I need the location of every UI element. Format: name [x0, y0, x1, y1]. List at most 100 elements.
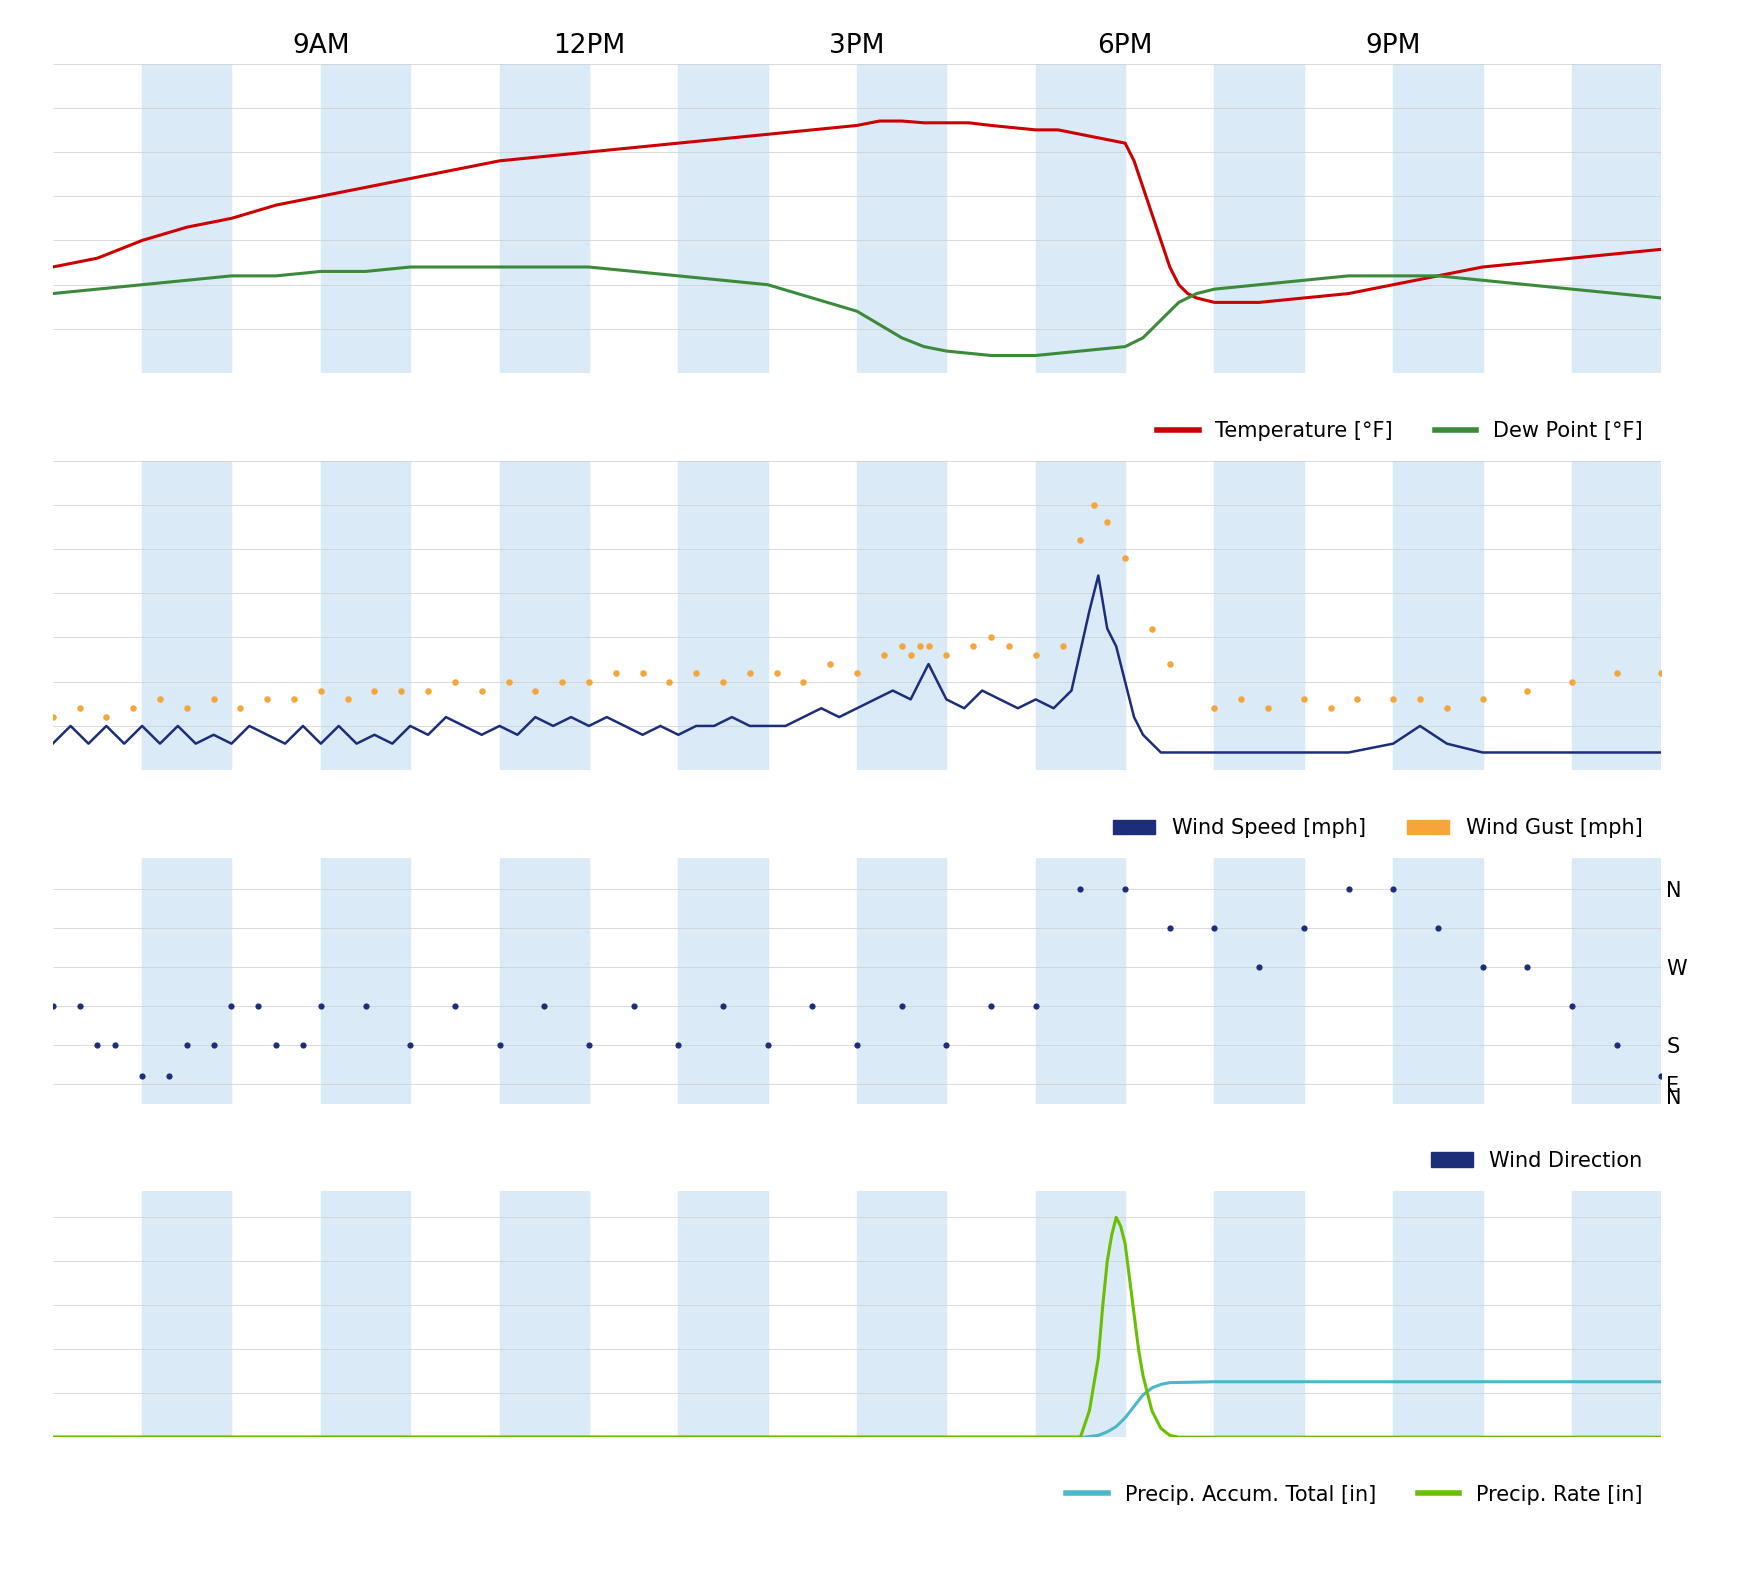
Point: [1513, 678, 1541, 703]
Point: [887, 634, 915, 659]
Point: [1379, 686, 1407, 711]
Point: [128, 1064, 156, 1089]
Point: [629, 661, 657, 686]
Point: [494, 669, 522, 694]
Point: [119, 696, 148, 721]
Point: [905, 634, 933, 659]
Point: [575, 1032, 603, 1058]
Point: [1513, 954, 1541, 980]
Point: [1154, 915, 1182, 940]
Point: [682, 661, 710, 686]
Point: [664, 1032, 692, 1058]
Point: [146, 686, 174, 711]
Point: [1646, 1064, 1674, 1089]
Point: [93, 705, 121, 730]
Point: [548, 669, 576, 694]
Bar: [1393, 1191, 1481, 1437]
Legend: Temperature [°F], Dew Point [°F]: Temperature [°F], Dew Point [°F]: [1147, 413, 1650, 449]
Point: [1602, 661, 1630, 686]
Point: [351, 992, 380, 1018]
Point: [1110, 877, 1139, 902]
Point: [601, 661, 629, 686]
Point: [1467, 954, 1495, 980]
Point: [395, 1032, 423, 1058]
Bar: [322, 1191, 409, 1437]
Point: [1154, 651, 1182, 676]
Point: [959, 634, 987, 659]
Point: [262, 1032, 290, 1058]
Bar: [857, 858, 945, 1104]
Point: [200, 1032, 228, 1058]
Bar: [1393, 461, 1481, 770]
Point: [931, 1032, 959, 1058]
Bar: [322, 858, 409, 1104]
Point: [1602, 1032, 1630, 1058]
Point: [288, 1032, 316, 1058]
Bar: [678, 1191, 768, 1437]
Bar: [857, 64, 945, 373]
Point: [914, 634, 942, 659]
Point: [575, 669, 603, 694]
Bar: [1393, 858, 1481, 1104]
Point: [467, 678, 495, 703]
Bar: [1571, 64, 1660, 373]
Point: [441, 669, 469, 694]
Point: [754, 1032, 782, 1058]
Bar: [142, 461, 232, 770]
Point: [1137, 616, 1165, 642]
Point: [172, 696, 200, 721]
Bar: [1571, 1191, 1660, 1437]
Point: [994, 634, 1023, 659]
Point: [815, 651, 843, 676]
Point: [200, 686, 228, 711]
Legend: Wind Speed [mph], Wind Gust [mph]: Wind Speed [mph], Wind Gust [mph]: [1105, 810, 1650, 846]
Point: [172, 1032, 200, 1058]
Bar: [1035, 1191, 1124, 1437]
Legend: Wind Direction: Wind Direction: [1421, 1143, 1650, 1180]
Point: [1379, 877, 1407, 902]
Bar: [1035, 461, 1124, 770]
Point: [1557, 669, 1585, 694]
Point: [415, 678, 443, 703]
Point: [39, 705, 67, 730]
Bar: [678, 461, 768, 770]
Point: [1200, 696, 1228, 721]
Point: [387, 678, 415, 703]
Point: [441, 992, 469, 1018]
Bar: [1214, 858, 1304, 1104]
Bar: [1214, 1191, 1304, 1437]
Point: [1467, 686, 1495, 711]
Bar: [678, 64, 768, 373]
Point: [102, 1032, 130, 1058]
Point: [618, 992, 647, 1018]
Point: [244, 992, 272, 1018]
Point: [227, 696, 255, 721]
Point: [360, 678, 388, 703]
Point: [307, 678, 336, 703]
Point: [789, 669, 817, 694]
Point: [522, 678, 550, 703]
Point: [83, 1032, 111, 1058]
Point: [1290, 915, 1318, 940]
Bar: [142, 1191, 232, 1437]
Point: [39, 992, 67, 1018]
Point: [843, 1032, 871, 1058]
Point: [1021, 643, 1049, 669]
Point: [1290, 686, 1318, 711]
Point: [218, 992, 246, 1018]
Point: [65, 992, 93, 1018]
Point: [1110, 545, 1139, 570]
Point: [896, 643, 924, 669]
Bar: [1035, 64, 1124, 373]
Bar: [857, 461, 945, 770]
Bar: [322, 64, 409, 373]
Point: [798, 992, 826, 1018]
Bar: [142, 64, 232, 373]
Point: [1226, 686, 1254, 711]
Point: [736, 661, 764, 686]
Point: [763, 661, 791, 686]
Point: [1334, 877, 1362, 902]
Point: [977, 992, 1005, 1018]
Point: [485, 1032, 513, 1058]
Bar: [1571, 461, 1660, 770]
